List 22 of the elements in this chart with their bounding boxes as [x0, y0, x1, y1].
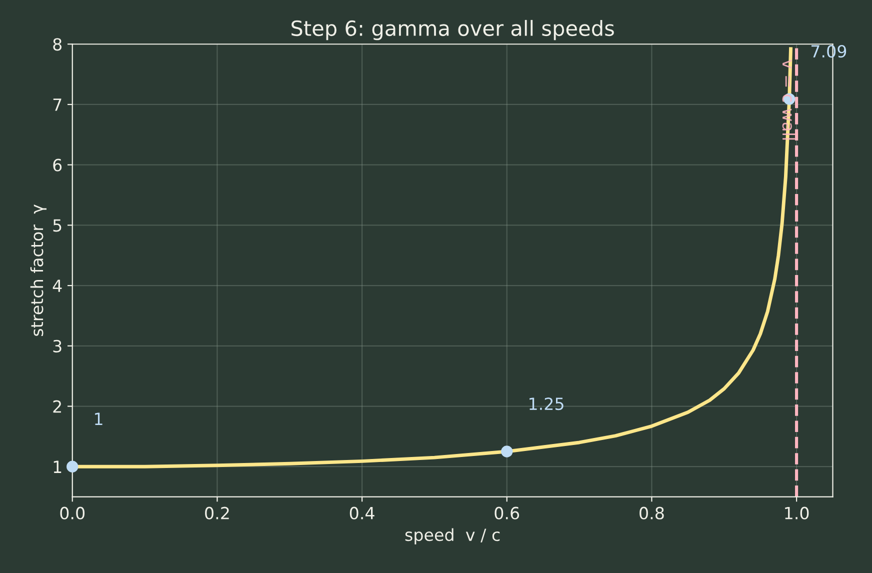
x-axis-title: speed v / c — [405, 528, 500, 544]
y-tick-label: 4 — [52, 280, 62, 292]
y-tick-label: 2 — [53, 400, 61, 413]
x-tick-label: 0.4 — [350, 506, 374, 520]
y-tick-label: 8 — [53, 38, 62, 51]
y-tick-label: 6 — [53, 158, 62, 172]
y-tick-label: 3 — [53, 340, 62, 352]
chart-title: Step 6: gamma over all speeds — [292, 20, 614, 40]
ref-line-label: v = c wall — [782, 60, 796, 140]
x-tick-label: 0.0 — [60, 506, 85, 520]
y-tick-label: 1 — [54, 460, 62, 473]
x-tick-label: 0.6 — [494, 506, 520, 520]
x-tick-label: 0.2 — [205, 506, 229, 520]
point — [66, 460, 78, 472]
annotation: 1 — [95, 412, 102, 425]
y-tick-label: 7 — [53, 98, 62, 111]
y-axis-title: stretch factor γ — [30, 204, 46, 336]
y-tick-label: 5 — [53, 219, 62, 232]
x-tick-label: 0.8 — [640, 506, 664, 520]
point — [501, 446, 513, 458]
annotation: 1.25 — [530, 397, 564, 410]
x-tick-label: 1.0 — [785, 506, 809, 520]
